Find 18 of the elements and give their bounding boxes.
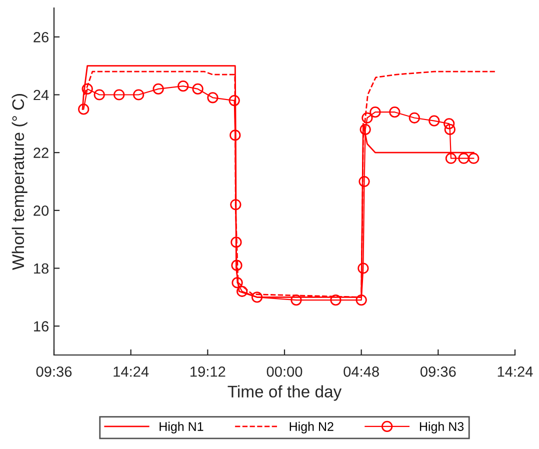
x-tick-label: 14:24 [498, 366, 533, 377]
y-tick-label: 16 [34, 321, 48, 332]
y-tick-label: 26 [34, 32, 48, 42]
legend-label: High N3 [420, 422, 464, 434]
legend-label: High N2 [290, 422, 334, 434]
legend-label: High N1 [160, 422, 204, 434]
x-tick-label: 14:24 [114, 366, 149, 377]
x-tick-label: 09:36 [36, 366, 72, 377]
x-axis-title: Time of the day [228, 385, 342, 401]
x-tick-label: 19:12 [190, 366, 226, 377]
y-tick-label: 24 [34, 90, 49, 100]
y-axis-title: Whorl temperature (° C) [12, 94, 28, 270]
y-tick-label: 20 [34, 206, 49, 216]
x-tick-label: 00:00 [266, 366, 302, 377]
y-tick-label: 18 [34, 263, 49, 274]
x-tick-label: 09:36 [420, 366, 456, 377]
y-tick-label: 22 [34, 148, 48, 158]
x-tick-label: 04:48 [344, 366, 379, 377]
